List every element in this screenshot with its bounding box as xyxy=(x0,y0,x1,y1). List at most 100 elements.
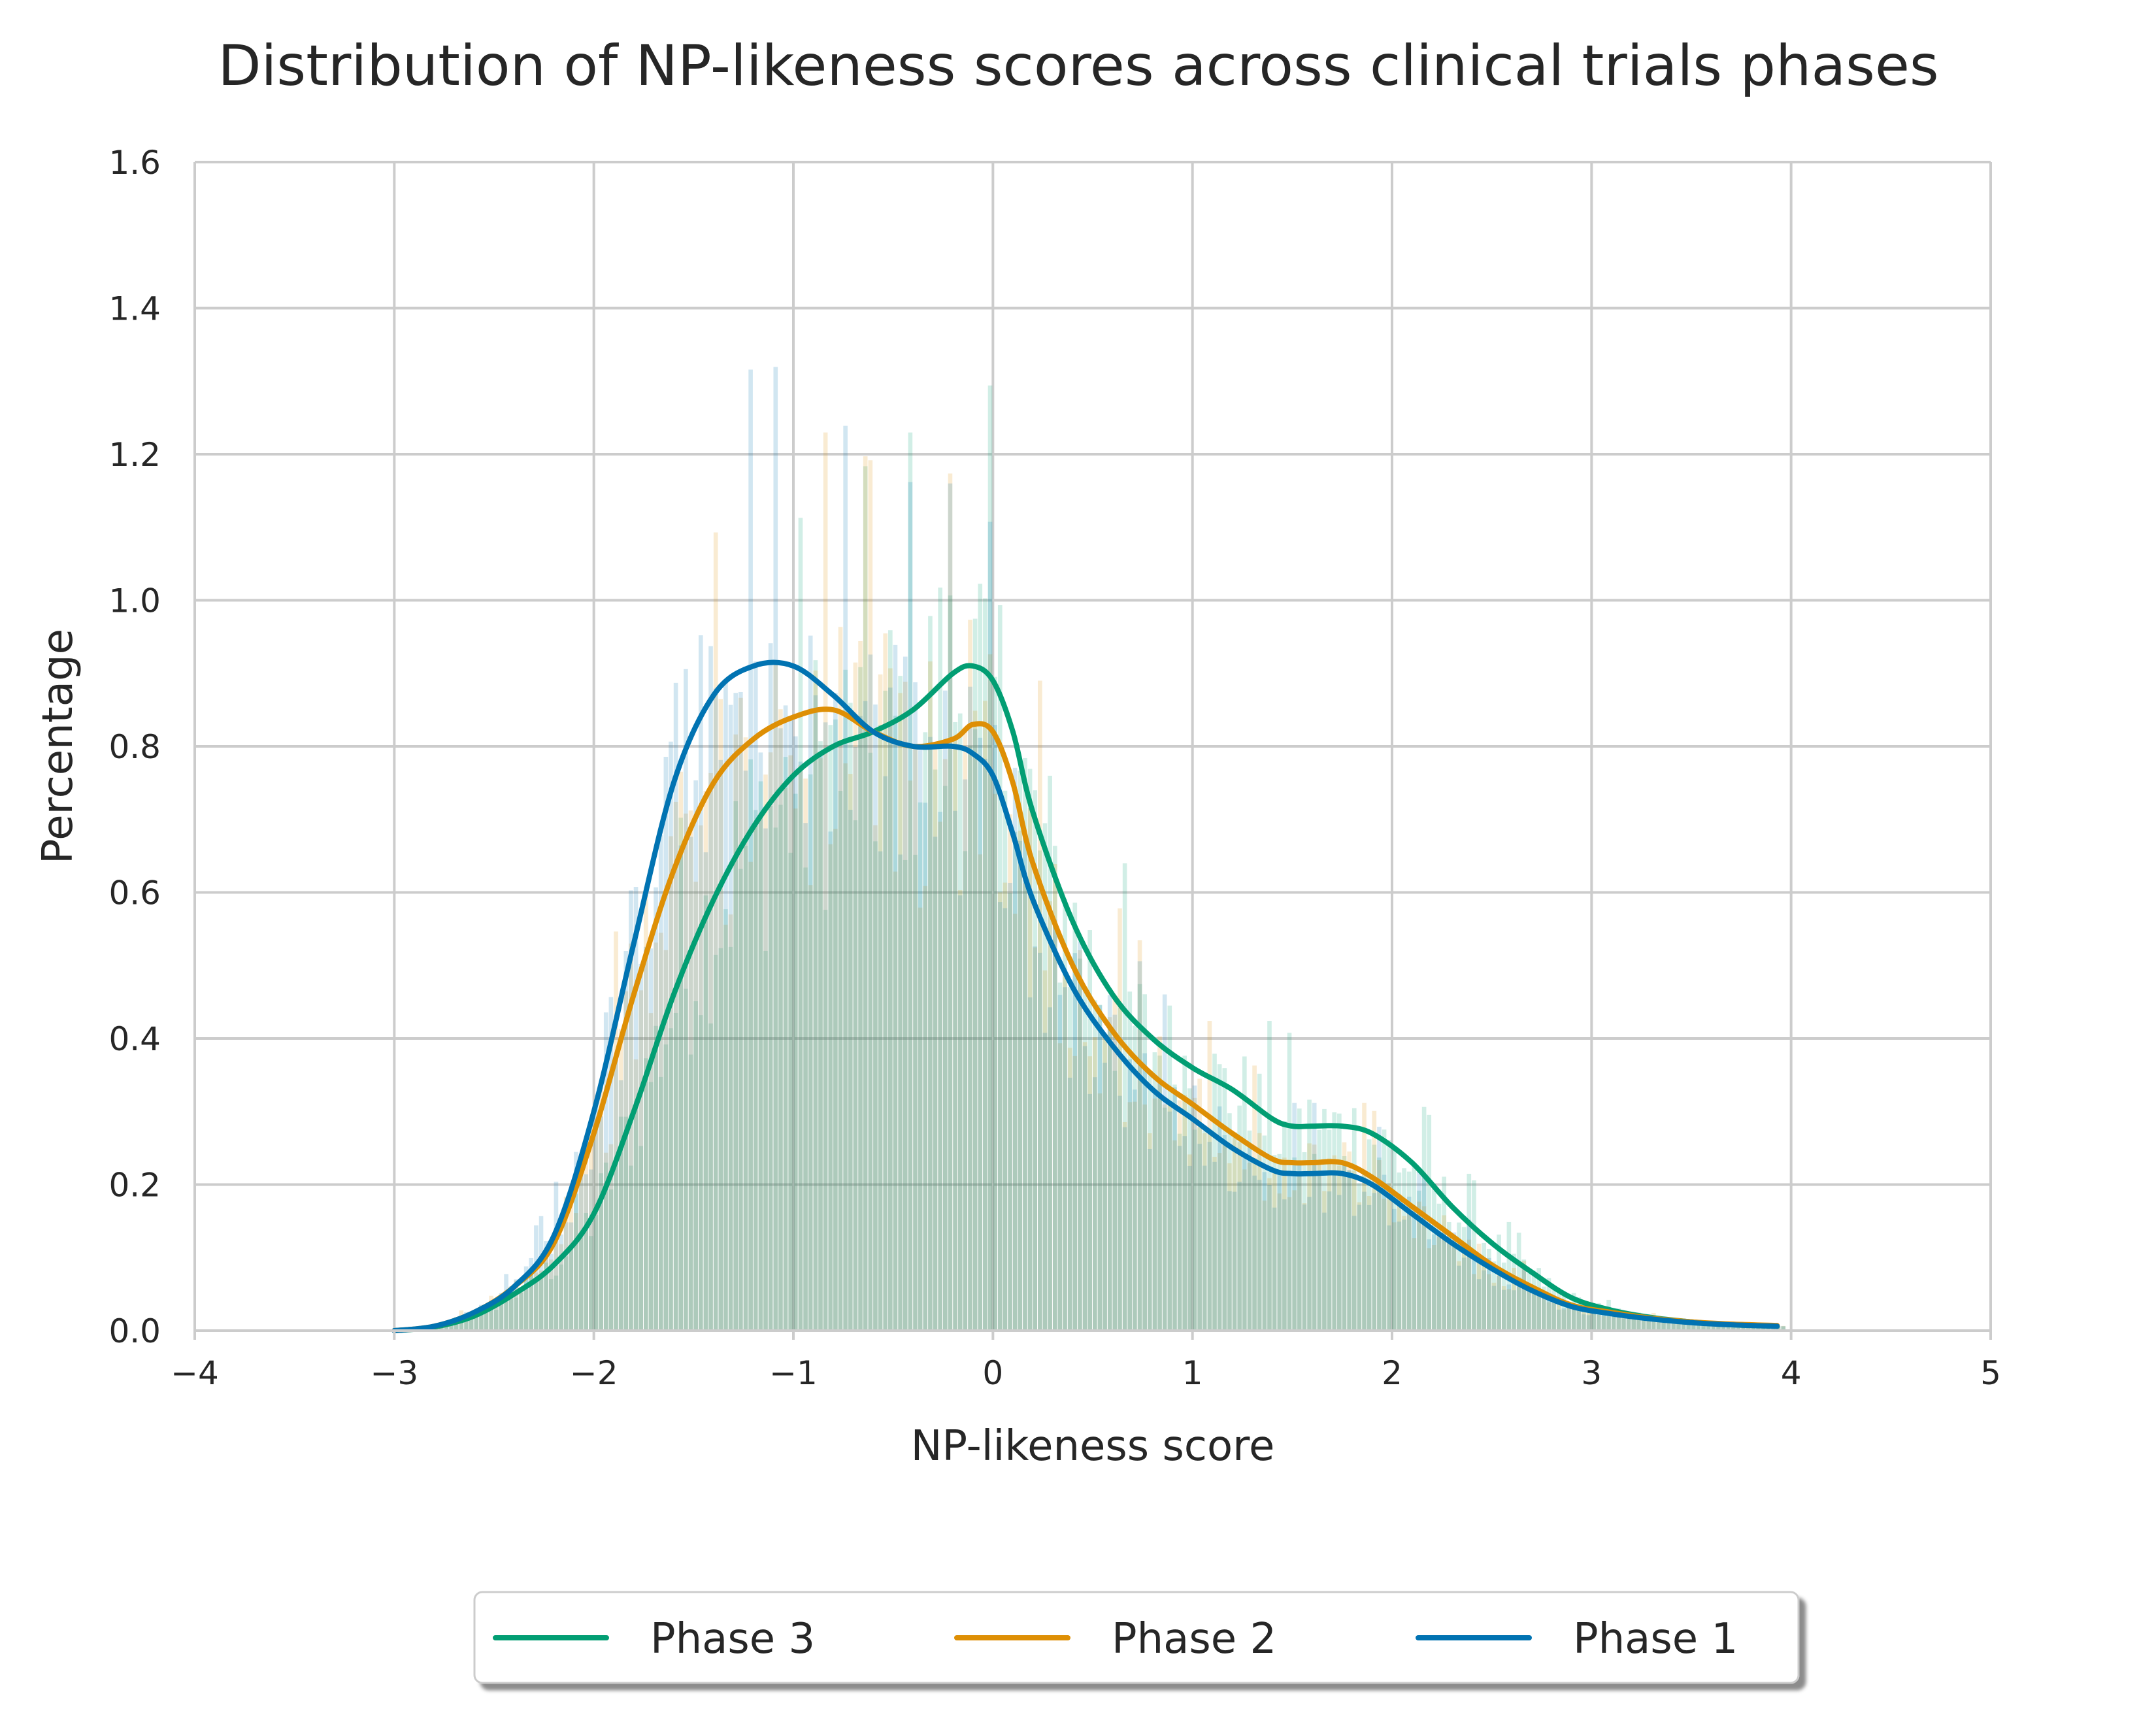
histogram-bar xyxy=(1097,1005,1103,1331)
histogram-bar xyxy=(1606,1316,1611,1331)
histogram-bar xyxy=(1686,1320,1691,1331)
histogram-bar xyxy=(1167,1111,1172,1331)
histogram-bar xyxy=(644,946,648,1331)
histogram-bar xyxy=(529,1257,534,1331)
histogram-bar xyxy=(883,776,888,1331)
histogram-bar xyxy=(738,697,743,1331)
histogram-bar xyxy=(753,661,758,1331)
histogram-bar xyxy=(1556,1303,1561,1331)
histogram-bar xyxy=(1202,1131,1207,1331)
histogram-bar xyxy=(459,1321,464,1331)
x-tick-label: −2 xyxy=(570,1354,618,1392)
histogram-bar xyxy=(1162,1107,1167,1331)
histogram-bar xyxy=(1711,1324,1716,1331)
histogram-bar xyxy=(1392,1148,1397,1331)
histogram-bar xyxy=(1621,1316,1626,1331)
histogram-bar xyxy=(1756,1326,1761,1331)
histogram-bar xyxy=(1277,1171,1282,1331)
y-tick-label: 0.2 xyxy=(108,1167,161,1204)
legend-label-phase-3: Phase 3 xyxy=(650,1615,815,1663)
histogram-bar xyxy=(1542,1286,1546,1331)
histogram-bar xyxy=(1133,1089,1137,1331)
histogram-bar xyxy=(818,741,823,1331)
histogram-bar xyxy=(508,1286,514,1331)
histogram-bar xyxy=(1521,1266,1527,1331)
histogram-bar xyxy=(1626,1317,1631,1331)
histogram-bar xyxy=(993,676,997,1331)
histogram-bar xyxy=(1247,1163,1252,1331)
histogram-bar xyxy=(1262,1135,1267,1331)
histogram-bar xyxy=(1582,1309,1586,1331)
histogram-bar xyxy=(484,1306,489,1331)
histogram-bar xyxy=(848,774,853,1331)
histogram-bar xyxy=(1457,1261,1461,1331)
histogram-bar xyxy=(658,1076,663,1331)
histogram-bar xyxy=(1736,1325,1741,1331)
chart-title: Distribution of NP-likeness scores acros… xyxy=(218,33,1938,99)
histogram-bar xyxy=(1347,1171,1352,1331)
histogram-bar xyxy=(1611,1315,1616,1331)
histogram-bar xyxy=(684,988,688,1331)
histogram-bar xyxy=(718,948,723,1331)
histogram-bar xyxy=(1556,1288,1561,1331)
histogram-bar xyxy=(1542,1293,1546,1331)
legend-box xyxy=(473,1591,1800,1684)
histogram-bar xyxy=(1571,1306,1576,1331)
histogram-bar xyxy=(1681,1320,1686,1331)
histogram-bar xyxy=(1267,1185,1272,1331)
histogram-bar xyxy=(878,725,883,1331)
histogram-bar xyxy=(499,1299,504,1331)
histogram-bar xyxy=(1666,1320,1671,1331)
histogram-bar xyxy=(1721,1325,1726,1331)
histogram-bar xyxy=(888,688,893,1331)
histogram-bar xyxy=(1057,1043,1063,1331)
histogram-bar xyxy=(1197,1127,1202,1331)
histogram-bar xyxy=(1302,1204,1307,1331)
histogram-bar xyxy=(489,1302,493,1331)
histogram-bar xyxy=(1277,1154,1282,1331)
histogram-bar xyxy=(1332,1173,1337,1331)
histogram-bar xyxy=(1646,1319,1651,1331)
histogram-bar xyxy=(793,736,798,1331)
histogram-bar xyxy=(599,1173,603,1331)
histogram-bar xyxy=(1596,1314,1601,1331)
histogram-bar xyxy=(1751,1326,1756,1331)
histogram-bar xyxy=(1202,1133,1207,1331)
histogram-bar xyxy=(773,367,778,1331)
histogram-bar xyxy=(898,854,903,1331)
kde-line-phase-3 xyxy=(391,663,1780,1333)
histogram-bar xyxy=(1272,1207,1277,1331)
histogram-bar xyxy=(693,1001,698,1331)
histogram-bar xyxy=(1262,1172,1267,1331)
histogram-bar xyxy=(1027,808,1033,1331)
histogram-bar xyxy=(673,682,678,1331)
histogram-bar xyxy=(688,837,693,1331)
histogram-bar xyxy=(1232,1132,1237,1331)
histogram-bar xyxy=(1217,1064,1222,1331)
histogram-bar xyxy=(1487,1248,1491,1331)
histogram-bar xyxy=(818,754,823,1331)
histogram-bar xyxy=(1527,1286,1531,1331)
histogram-bar xyxy=(1591,1308,1596,1331)
histogram-bar xyxy=(723,909,728,1331)
histogram-bar xyxy=(1222,1140,1227,1331)
histogram-bar xyxy=(1432,1245,1436,1331)
histogram-bar xyxy=(464,1316,469,1331)
histogram-bar xyxy=(788,720,793,1331)
histogram-bar xyxy=(1427,1239,1432,1331)
histogram-bar xyxy=(1482,1242,1487,1331)
histogram-bar xyxy=(1646,1321,1651,1331)
x-tick-label: 2 xyxy=(1382,1354,1402,1392)
histogram-bar xyxy=(993,793,997,1331)
histogram-bar xyxy=(1616,1316,1621,1331)
histogram-bar xyxy=(1446,1221,1451,1331)
histogram-bar xyxy=(1337,1113,1342,1331)
histogram-bar xyxy=(968,746,972,1331)
histogram-bar xyxy=(883,690,888,1331)
histogram-bar xyxy=(933,769,938,1331)
histogram-bar xyxy=(454,1320,459,1331)
histogram-bar xyxy=(639,1146,643,1331)
histogram-bar xyxy=(1421,1106,1427,1331)
histogram-bar xyxy=(823,432,828,1331)
histogram-bar xyxy=(1187,1165,1192,1331)
